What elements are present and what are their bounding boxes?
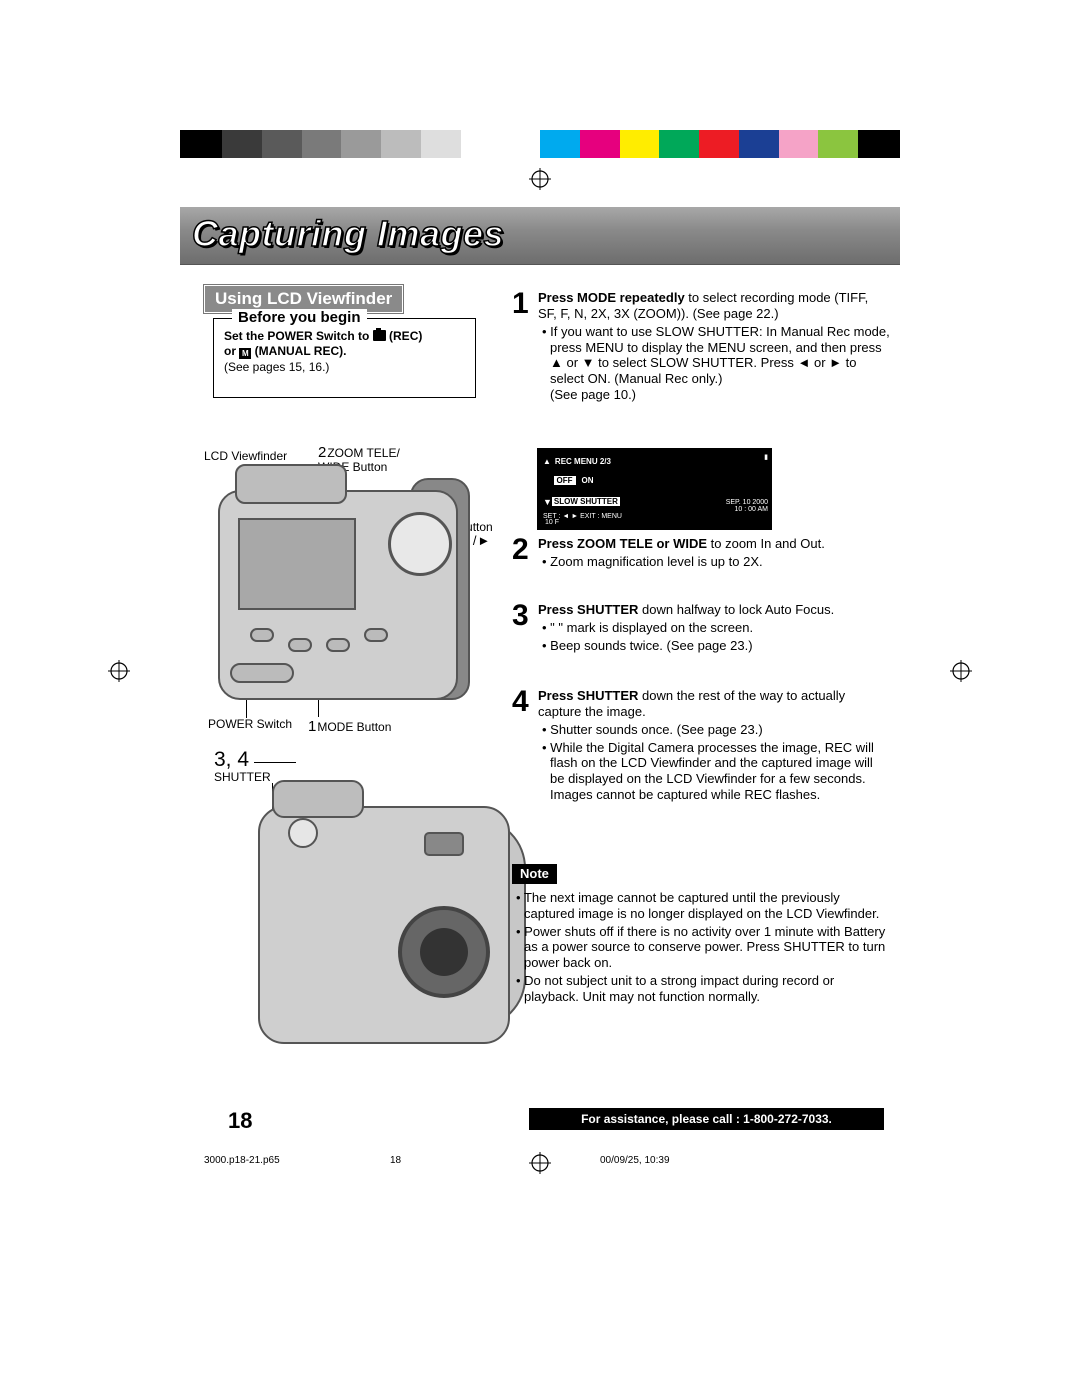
before-title: Before you begin (232, 309, 367, 326)
step-2: 2 Press ZOOM TELE or WIDE to zoom In and… (512, 536, 890, 578)
step-3: 3 Press SHUTTER down halfway to lock Aut… (512, 602, 890, 662)
manual-icon: M (239, 348, 251, 359)
step-1: 1 Press MODE repeatedly to select record… (512, 290, 890, 411)
menu-screen-graphic: ▲ REC MENU 2/3 OFFON ▼ SLOW SHUTTER SET … (537, 448, 772, 530)
registration-mark-icon (950, 660, 972, 682)
footer-page: 18 (390, 1155, 401, 1166)
footer-filename: 3000.p18-21.p65 (204, 1155, 280, 1166)
note-badge: Note (512, 864, 557, 884)
page-number: 18 (228, 1108, 252, 1134)
registration-mark-icon (529, 168, 551, 190)
step-3-4-label: 3, 4 (214, 748, 249, 772)
registration-mark-icon (529, 1152, 551, 1174)
note-section: Note • The next image cannot be captured… (512, 864, 890, 1005)
camera-icon (373, 330, 386, 341)
power-switch-label: POWER Switch (208, 718, 292, 732)
chapter-title-band: Capturing Images (180, 207, 900, 265)
chapter-title: Capturing Images (192, 213, 504, 255)
before-you-begin-box: Before you begin Set the POWER Switch to… (213, 318, 476, 398)
registration-mark-icon (108, 660, 130, 682)
step-4: 4 Press SHUTTER down the rest of the way… (512, 688, 890, 811)
before-body: Set the POWER Switch to (REC) or M (MANU… (214, 319, 475, 383)
leader-line (254, 762, 296, 763)
camera-back-illustration (210, 460, 480, 710)
calibration-bar (180, 130, 900, 158)
footer-timestamp: 00/09/25, 10:39 (600, 1155, 670, 1166)
mode-button-label: 1MODE Button (308, 718, 391, 735)
assistance-bar: For assistance, please call : 1-800-272-… (529, 1108, 884, 1130)
camera-front-illustration (258, 778, 518, 1058)
